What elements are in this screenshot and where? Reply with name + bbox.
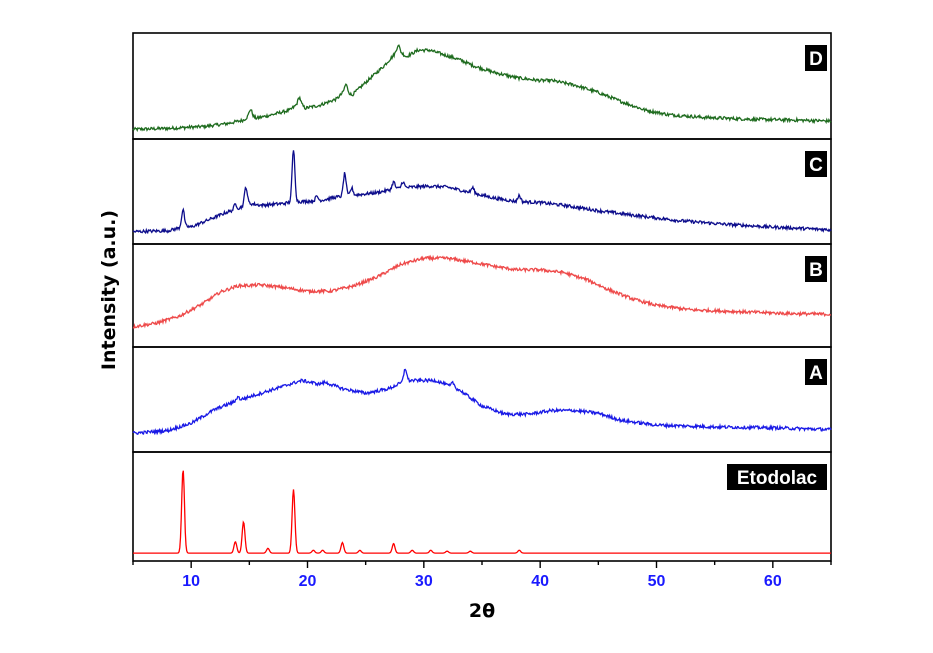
panel-frame <box>132 243 832 348</box>
series-line-etodolac <box>133 470 831 554</box>
panels-group: D C B A Etodolac <box>132 32 832 562</box>
panel-label: C <box>809 155 823 176</box>
panel-label-box <box>727 464 827 490</box>
x-axis-title: 2θ <box>469 600 495 622</box>
panel-frame <box>132 138 832 245</box>
panel-label: D <box>809 49 823 70</box>
series-line-b <box>132 254 832 329</box>
y-axis-title: Intensity (a.u.) <box>98 210 120 370</box>
x-tick-label: 40 <box>531 573 549 590</box>
panel-frame <box>132 451 832 562</box>
panel-b: B <box>132 243 832 348</box>
panel-d: D <box>132 32 832 140</box>
x-axis-ticks: 10 20 30 40 50 60 <box>132 561 832 590</box>
panel-label-box <box>805 256 827 282</box>
panel-frame <box>132 346 832 453</box>
panel-c: C <box>132 138 832 245</box>
x-tick-label: 20 <box>299 573 317 590</box>
panel-label-box <box>805 359 827 385</box>
panel-label-box <box>805 151 827 177</box>
panel-label: A <box>809 363 823 384</box>
series-line-a <box>132 368 832 436</box>
panel-etodolac: Etodolac <box>132 451 832 562</box>
panel-label: Etodolac <box>737 468 818 489</box>
x-tick-label: 60 <box>764 573 782 590</box>
x-tick-label: 10 <box>182 573 200 590</box>
series-line-c <box>132 150 832 235</box>
panel-a: A <box>132 346 832 453</box>
series-line-d <box>132 44 832 133</box>
panel-frame <box>132 32 832 140</box>
x-tick-label: 50 <box>648 573 666 590</box>
x-tick-label: 30 <box>415 573 433 590</box>
panel-label: B <box>809 260 823 281</box>
panel-label-box <box>805 45 827 71</box>
